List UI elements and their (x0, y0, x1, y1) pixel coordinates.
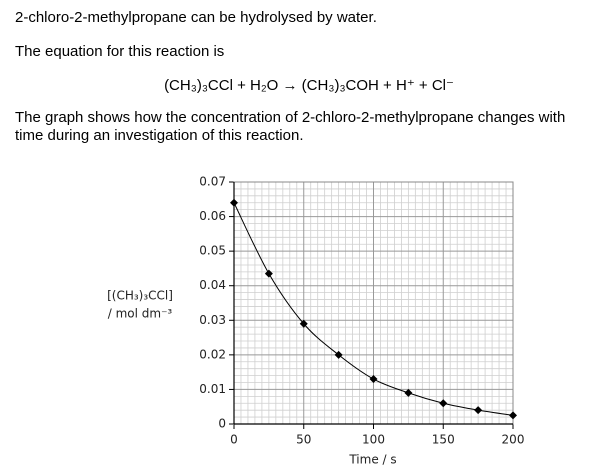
x-tick-label: 200 (502, 433, 525, 447)
data-point (299, 319, 308, 328)
y-axis-label: [(CH₃)₃CCl] (107, 289, 173, 303)
x-tick-label: 0 (230, 433, 238, 447)
data-point (334, 350, 343, 359)
paragraph: 2-chloro-2-methylpropane can be hydrolys… (15, 9, 377, 26)
data-point (230, 198, 238, 207)
paragraph: The graph shows how the concentration of… (15, 109, 566, 144)
x-tick-label: 100 (362, 433, 385, 447)
data-point (369, 375, 378, 384)
x-axis-label: Time / s (348, 453, 396, 467)
data-point (404, 388, 413, 397)
y-tick-label: 0 (218, 417, 226, 431)
y-tick-label: 0.02 (199, 347, 226, 361)
y-tick-label: 0.01 (199, 382, 226, 396)
paragraph: The equation for this reaction is (15, 43, 225, 60)
data-point (264, 269, 273, 278)
y-tick-label: 0.06 (199, 209, 226, 223)
data-point (474, 406, 483, 415)
y-tick-label: 0.07 (199, 175, 226, 189)
y-tick-label: 0.03 (199, 313, 226, 327)
equation: (CH₃)₃CCl + H₂O → (CH₃)₃COH + H⁺ + Cl⁻ (164, 77, 454, 94)
data-point (439, 399, 448, 408)
data-point (509, 411, 517, 420)
y-tick-label: 0.05 (199, 244, 226, 258)
y-tick-label: 0.04 (199, 278, 226, 292)
x-tick-label: 50 (296, 433, 311, 447)
x-tick-label: 150 (432, 433, 455, 447)
y-axis-label: / mol dm⁻³ (108, 307, 173, 321)
